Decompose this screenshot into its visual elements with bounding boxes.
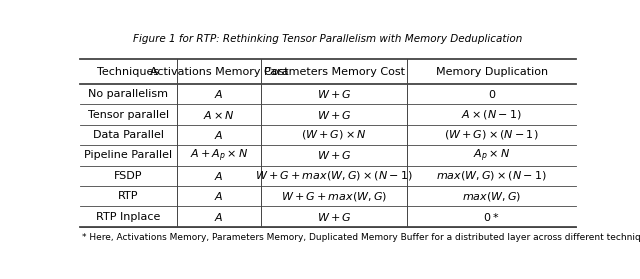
Text: $W+G$: $W+G$	[317, 211, 351, 223]
Text: $A$: $A$	[214, 129, 223, 141]
Text: $(W+G)\times(N-1)$: $(W+G)\times(N-1)$	[444, 129, 539, 141]
Text: $W+G$: $W+G$	[317, 149, 351, 161]
Text: Tensor parallel: Tensor parallel	[88, 110, 169, 120]
Text: $A\times N$: $A\times N$	[203, 109, 235, 121]
Text: $W+G$: $W+G$	[317, 109, 351, 121]
Text: $A$: $A$	[214, 88, 223, 100]
Text: $A+A_p\times N$: $A+A_p\times N$	[189, 147, 248, 163]
Text: $A_p\times N$: $A_p\times N$	[473, 147, 510, 163]
Text: FSDP: FSDP	[114, 171, 143, 181]
Text: $0*$: $0*$	[483, 211, 500, 223]
Text: $A\times(N-1)$: $A\times(N-1)$	[461, 108, 522, 121]
Text: $max(W,G)$: $max(W,G)$	[462, 190, 522, 203]
Text: $0$: $0$	[488, 88, 496, 100]
Text: Techniques: Techniques	[97, 67, 159, 77]
Text: Memory Duplication: Memory Duplication	[436, 67, 548, 77]
Text: Data Parallel: Data Parallel	[93, 130, 164, 140]
Text: $W+G+max(W,G)$: $W+G+max(W,G)$	[281, 190, 387, 203]
Text: RTP Inplace: RTP Inplace	[96, 212, 161, 222]
Text: Figure 1 for RTP: Rethinking Tensor Parallelism with Memory Deduplication: Figure 1 for RTP: Rethinking Tensor Para…	[133, 34, 523, 44]
Text: RTP: RTP	[118, 191, 139, 201]
Text: Activations Memory Cost: Activations Memory Cost	[150, 67, 288, 77]
Text: $max(W,G)\times(N-1)$: $max(W,G)\times(N-1)$	[436, 169, 547, 182]
Text: * Here, Activations Memory, Parameters Memory, Duplicated Memory Buffer for a di: * Here, Activations Memory, Parameters M…	[83, 233, 640, 242]
Text: $W+G+max(W,G)\times(N-1)$: $W+G+max(W,G)\times(N-1)$	[255, 169, 413, 182]
Text: Parameters Memory Cost: Parameters Memory Cost	[264, 67, 404, 77]
Text: $W+G$: $W+G$	[317, 88, 351, 100]
Text: $A$: $A$	[214, 190, 223, 202]
Text: $A$: $A$	[214, 211, 223, 223]
Text: $A$: $A$	[214, 170, 223, 182]
Text: No parallelism: No parallelism	[88, 89, 168, 99]
Text: $(W+G)\times N$: $(W+G)\times N$	[301, 129, 367, 141]
Text: Pipeline Parallel: Pipeline Parallel	[84, 150, 172, 160]
